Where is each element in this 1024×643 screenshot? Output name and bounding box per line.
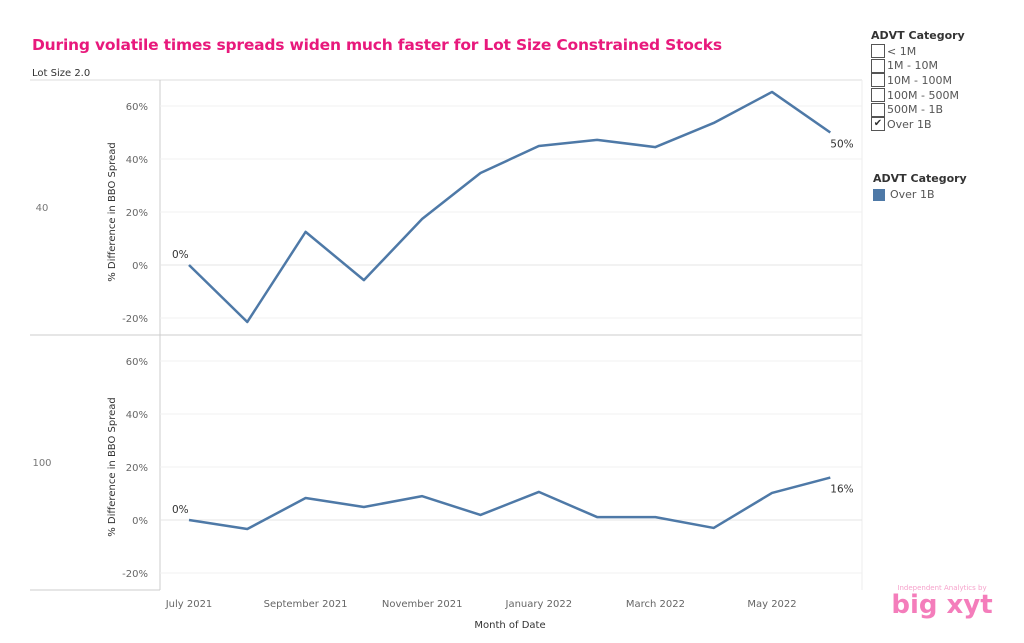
y-tick-label: 20% (126, 463, 148, 474)
x-tick-label: July 2021 (165, 599, 213, 610)
filter-item-label: 100M - 500M (887, 88, 959, 102)
checkbox[interactable] (871, 102, 885, 117)
data-label: 50% (830, 139, 853, 151)
y-tick-label: -20% (122, 569, 148, 580)
filter-item[interactable]: 500M - 1B (871, 102, 965, 117)
x-tick-label: January 2022 (505, 599, 573, 610)
brand-tagline: Independent Analytics by (897, 584, 987, 592)
x-tick-label: September 2021 (264, 599, 348, 610)
data-label: 0% (172, 249, 189, 261)
filter-item[interactable]: 100M - 500M (871, 88, 965, 103)
y-tick-label: 60% (126, 357, 148, 368)
row-label: 100 (32, 458, 51, 469)
y-tick-label: 0% (132, 261, 148, 272)
y-axis-label: % Difference in BBO Spread (107, 397, 118, 537)
x-tick-label: November 2021 (382, 599, 463, 610)
brand-name: big xyt (891, 590, 993, 620)
color-legend: ADVT Category Over 1B (873, 172, 967, 201)
filter-item-label: 500M - 1B (887, 103, 943, 117)
filter-item[interactable]: 1M - 10M (871, 58, 965, 74)
y-tick-label: 60% (126, 102, 148, 113)
filter-item[interactable]: < 1M (871, 44, 965, 59)
color-legend-label: Over 1B (890, 188, 935, 201)
checkbox[interactable] (871, 88, 885, 103)
chart-title: During volatile times spreads widen much… (32, 36, 722, 54)
y-axis-label: % Difference in BBO Spread (107, 142, 118, 282)
data-label: 16% (830, 484, 853, 496)
y-tick-label: 40% (126, 155, 148, 166)
x-tick-label: March 2022 (626, 599, 685, 610)
checkbox[interactable] (871, 44, 885, 59)
row-label: 40 (36, 203, 49, 214)
row-header: Lot Size 2.0 (32, 68, 90, 79)
color-legend-title: ADVT Category (873, 172, 967, 185)
filter-item-label: 10M - 100M (887, 73, 952, 87)
y-tick-label: 0% (132, 516, 148, 527)
color-legend-item[interactable]: Over 1B (873, 188, 967, 201)
filter-legend-title: ADVT Category (871, 29, 965, 42)
checkbox[interactable] (871, 58, 885, 73)
data-label: 0% (172, 504, 189, 516)
y-tick-label: -20% (122, 314, 148, 325)
checkbox[interactable]: ✔ (871, 117, 885, 132)
checkbox[interactable] (871, 73, 885, 88)
advt-filter-legend: ADVT Category < 1M 1M - 10M 10M - 100M 100M… (871, 29, 965, 132)
series-line (188, 476, 831, 531)
brand-logo: Independent Analytics by big xyt (872, 584, 1012, 620)
series-line (188, 90, 832, 324)
filter-item-label: 1M - 10M (887, 59, 938, 73)
filter-item[interactable]: 10M - 100M (871, 73, 965, 88)
filter-item-label: < 1M (887, 44, 917, 58)
filter-item-label: Over 1B (887, 117, 932, 131)
x-axis-label: Month of Date (474, 620, 545, 631)
color-swatch (873, 188, 885, 201)
y-tick-label: 40% (126, 410, 148, 421)
y-tick-label: 20% (126, 208, 148, 219)
filter-item[interactable]: ✔ Over 1B (871, 117, 965, 132)
x-tick-label: May 2022 (747, 599, 796, 610)
